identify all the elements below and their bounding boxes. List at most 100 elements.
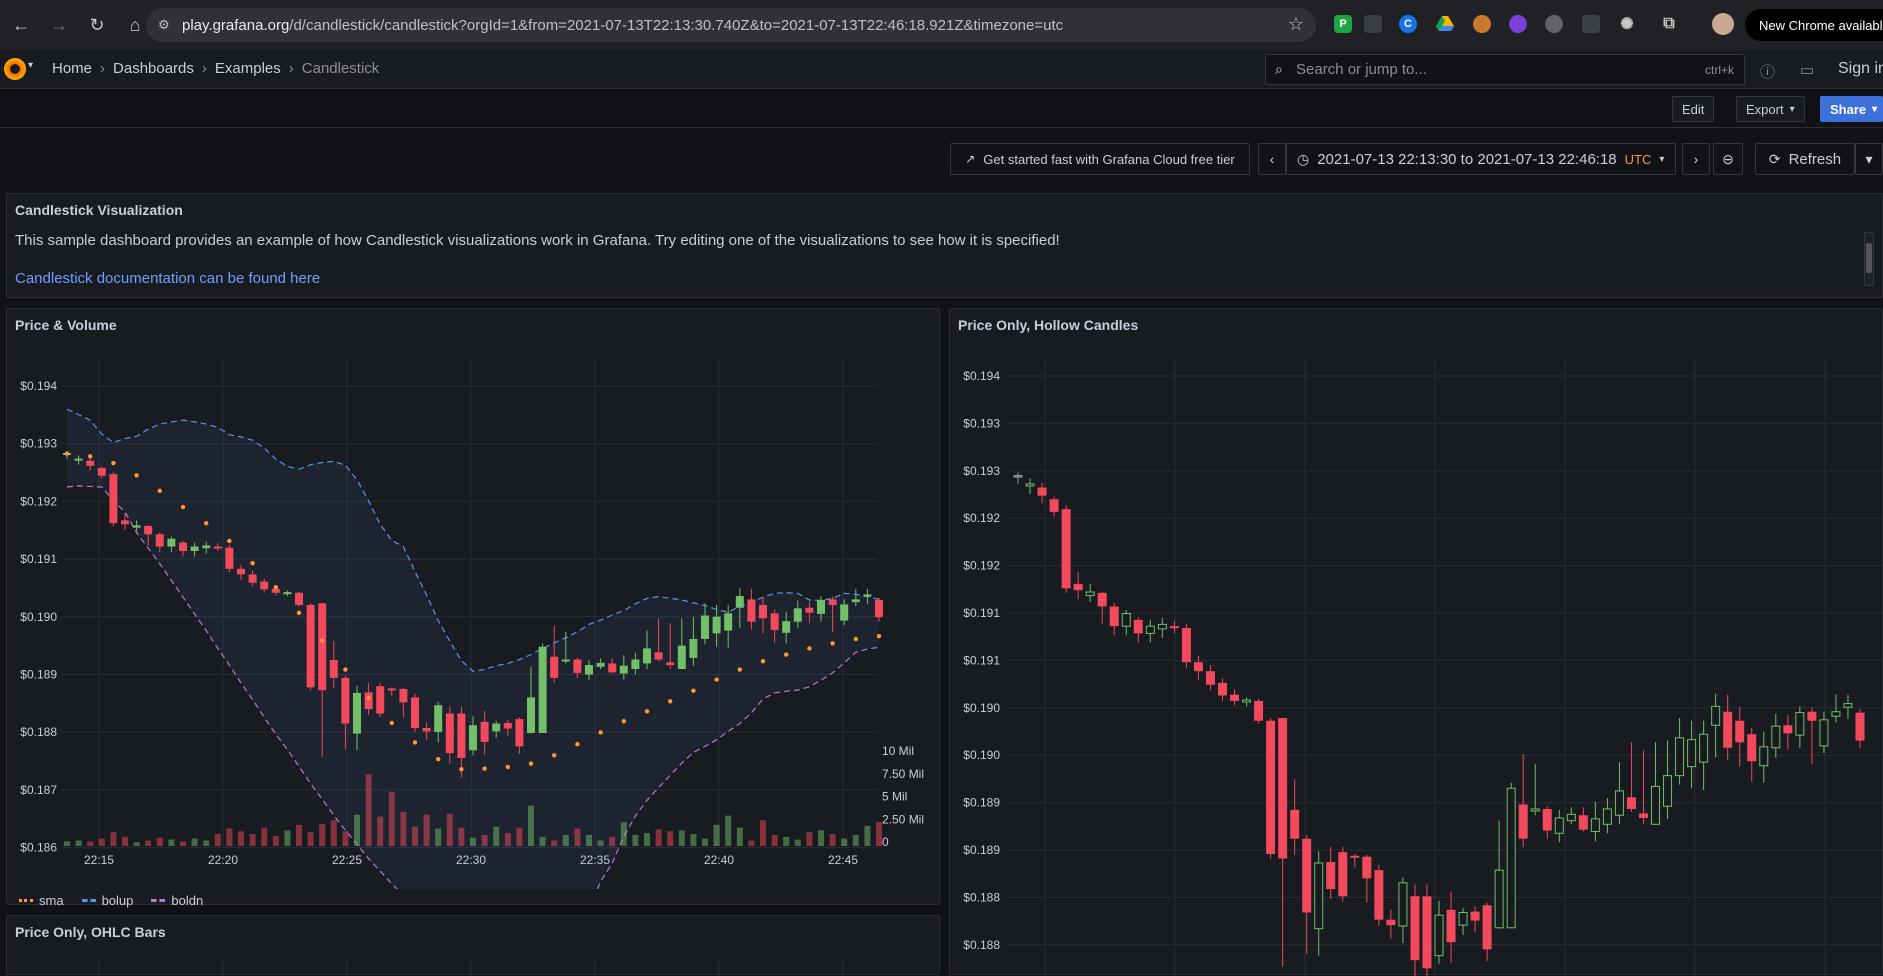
cookie-extension-icon[interactable] [1473, 15, 1491, 33]
profile-avatar[interactable] [1712, 13, 1734, 35]
volume-bar [354, 814, 360, 846]
sma-point [528, 761, 534, 766]
candle-body [1386, 919, 1396, 926]
sma-point [436, 756, 441, 762]
sma-point [621, 719, 626, 724]
sign-in-link[interactable]: Sign in [1838, 60, 1883, 77]
extension-p-icon[interactable]: P [1334, 15, 1352, 33]
legend-item-sma[interactable]: sma [19, 893, 64, 908]
volume-bar [238, 831, 244, 846]
reload-icon[interactable]: ↻ [89, 14, 105, 35]
chevron-down-icon[interactable]: ▾ [28, 60, 34, 71]
candle-body [387, 688, 396, 691]
edit-button[interactable]: Edit [1672, 96, 1715, 122]
bookmark-star-icon[interactable]: ☆ [1287, 14, 1304, 34]
chatgpt-extension-icon[interactable]: ✺ [1620, 16, 1634, 33]
volume-bar [307, 832, 314, 846]
refresh-button[interactable]: ⟳ Refresh [1755, 143, 1855, 175]
extension-blank-icon[interactable] [1364, 15, 1382, 33]
sma-point [389, 720, 394, 726]
ohlc-bars-chart[interactable] [7, 916, 941, 976]
x-tick-label: 22:30 [456, 853, 486, 867]
candle-body [434, 705, 443, 732]
hollow-candles-chart[interactable]: $0.194 $0.193 $0.193 $0.192 $0.192 $0.191 $0.1… [950, 309, 1883, 976]
legend-item-bolup[interactable]: bolup [81, 893, 133, 908]
candle-body [666, 662, 675, 666]
volume-bar [876, 822, 882, 846]
edit-label: Edit [1682, 101, 1705, 117]
panel-scrollbar[interactable] [1864, 232, 1874, 286]
time-range-picker[interactable]: ◷ 2021-07-13 22:13:30 to 2021-07-13 22:4… [1286, 143, 1676, 175]
candle-body [1723, 711, 1733, 748]
breadcrumb-dashboards[interactable]: Dashboards [113, 60, 194, 77]
volume-bar [249, 834, 256, 846]
legend-swatch [151, 899, 166, 902]
candle-body [422, 727, 431, 732]
address-bar[interactable]: ⚙ play.grafana.org/d/candlestick/candles… [146, 8, 1316, 42]
volume-bar [296, 824, 302, 846]
export-button[interactable]: Export ▾ [1736, 96, 1805, 122]
grafana-logo-icon[interactable] [4, 58, 26, 80]
volume-bar [423, 814, 430, 846]
breadcrumb-home[interactable]: Home [52, 60, 93, 77]
extension-md-icon[interactable] [1545, 15, 1563, 33]
volume-bar [736, 827, 743, 846]
home-icon[interactable]: ⌂ [129, 14, 141, 35]
site-settings-icon[interactable]: ⚙ [158, 17, 170, 32]
search-input[interactable]: ⌕ Search or jump to... ctrl+k [1265, 54, 1745, 85]
candle-body-hollow [1651, 785, 1661, 825]
time-range-label: 2021-07-13 22:13:30 to 2021-07-13 22:46:… [1317, 150, 1617, 168]
share-button[interactable]: Share ▾ [1820, 96, 1883, 122]
candle-body [341, 677, 350, 724]
refresh-interval-chevron-icon[interactable]: ▾ [1855, 143, 1883, 175]
breadcrumb-examples[interactable]: Examples [214, 60, 281, 77]
time-range-back-icon[interactable]: ‹ [1258, 143, 1286, 175]
cloud-promo-button[interactable]: ↗ Get started fast with Grafana Cloud fr… [950, 143, 1250, 175]
y-tick-label: $0.193 [20, 437, 57, 451]
legend-item-boldn[interactable]: boldn [151, 893, 203, 908]
extension-dark-icon[interactable] [1582, 15, 1600, 33]
help-icon[interactable]: ⓘ [1760, 64, 1776, 81]
volume-bar [632, 834, 639, 846]
extension-c-icon[interactable]: C [1399, 15, 1417, 33]
extension-purple-icon[interactable] [1509, 15, 1527, 33]
candle-body [1133, 619, 1143, 634]
y-tick-label: $0.191 [963, 653, 1000, 667]
sma-point [320, 638, 325, 643]
candle-body [863, 594, 872, 597]
scrollbar-thumb[interactable] [1866, 243, 1872, 273]
volume-bar [388, 791, 395, 846]
candle-body [1410, 896, 1420, 961]
kiosk-mode-icon[interactable]: ▭ [1800, 62, 1815, 79]
x-tick-label: 22:15 [84, 853, 114, 867]
candle-body-hollow [1602, 808, 1612, 825]
google-drive-icon[interactable] [1436, 15, 1454, 33]
zoom-out-icon[interactable]: ⊖ [1713, 143, 1743, 175]
time-range-forward-icon[interactable]: › [1682, 143, 1710, 175]
candle-body [747, 599, 756, 622]
candle-body [144, 525, 153, 535]
volume-bar [261, 827, 268, 846]
refresh-label: Refresh [1788, 150, 1842, 168]
volume-bar [655, 829, 662, 846]
y-tick-label: $0.189 [963, 796, 1000, 810]
sma-point [668, 699, 673, 704]
price-volume-chart[interactable]: $0.194 $0.193 $0.192 $0.191 $0.190 $0.189 $0.1… [7, 309, 941, 889]
x-tick-label: 22:25 [332, 853, 362, 867]
y-tick-label: $0.192 [20, 494, 57, 508]
candle-body-hollow [1121, 613, 1131, 627]
candle-body-hollow [1711, 705, 1721, 726]
bollinger-band-fill [67, 409, 879, 889]
candle-body [1230, 694, 1240, 701]
forward-icon[interactable]: → [50, 14, 68, 35]
new-chrome-available-button[interactable]: New Chrome available [1745, 9, 1883, 41]
documentation-link[interactable]: Candlestick documentation can be found h… [15, 270, 321, 287]
volume-bar [64, 841, 70, 846]
panel-title: Candlestick Visualization [15, 202, 183, 218]
candle-body [1169, 626, 1179, 629]
candle-body [817, 599, 825, 614]
extensions-puzzle-icon[interactable]: ⧉ [1663, 15, 1675, 32]
candle-body [445, 713, 454, 754]
back-icon[interactable]: ← [12, 14, 30, 35]
candle-body-hollow [1699, 733, 1709, 763]
